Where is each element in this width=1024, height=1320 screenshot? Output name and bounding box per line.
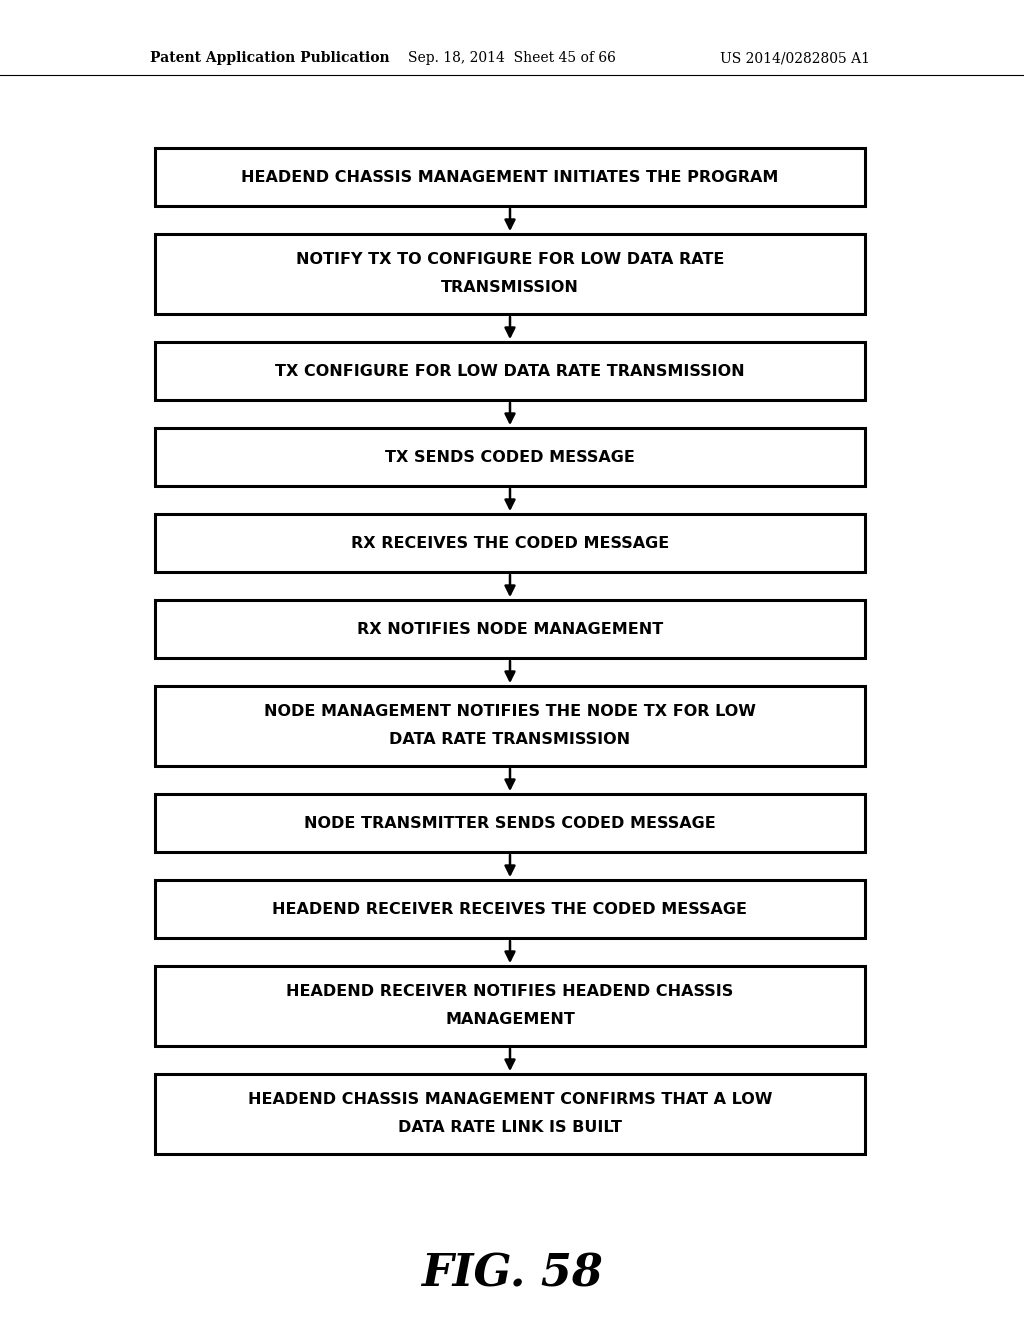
Text: RX NOTIFIES NODE MANAGEMENT: RX NOTIFIES NODE MANAGEMENT: [357, 622, 664, 636]
Bar: [155, 795, 865, 851]
Text: Sep. 18, 2014  Sheet 45 of 66: Sep. 18, 2014 Sheet 45 of 66: [408, 51, 616, 65]
Bar: [155, 966, 865, 1045]
Bar: [155, 686, 865, 766]
Text: HEADEND CHASSIS MANAGEMENT INITIATES THE PROGRAM: HEADEND CHASSIS MANAGEMENT INITIATES THE…: [242, 169, 778, 185]
Text: Patent Application Publication: Patent Application Publication: [150, 51, 389, 65]
Text: HEADEND CHASSIS MANAGEMENT CONFIRMS THAT A LOW: HEADEND CHASSIS MANAGEMENT CONFIRMS THAT…: [248, 1093, 772, 1107]
Text: NODE MANAGEMENT NOTIFIES THE NODE TX FOR LOW: NODE MANAGEMENT NOTIFIES THE NODE TX FOR…: [264, 705, 756, 719]
Text: RX RECEIVES THE CODED MESSAGE: RX RECEIVES THE CODED MESSAGE: [351, 536, 669, 550]
Bar: [155, 513, 865, 572]
Text: TX SENDS CODED MESSAGE: TX SENDS CODED MESSAGE: [385, 450, 635, 465]
Text: NOTIFY TX TO CONFIGURE FOR LOW DATA RATE: NOTIFY TX TO CONFIGURE FOR LOW DATA RATE: [296, 252, 724, 268]
Text: DATA RATE TRANSMISSION: DATA RATE TRANSMISSION: [389, 733, 631, 747]
Bar: [155, 428, 865, 486]
Text: DATA RATE LINK IS BUILT: DATA RATE LINK IS BUILT: [398, 1121, 622, 1135]
Text: NODE TRANSMITTER SENDS CODED MESSAGE: NODE TRANSMITTER SENDS CODED MESSAGE: [304, 816, 716, 830]
Bar: [155, 148, 865, 206]
Text: FIG. 58: FIG. 58: [421, 1253, 603, 1295]
Bar: [155, 880, 865, 939]
Bar: [155, 342, 865, 400]
Text: TRANSMISSION: TRANSMISSION: [441, 281, 579, 296]
Text: TX CONFIGURE FOR LOW DATA RATE TRANSMISSION: TX CONFIGURE FOR LOW DATA RATE TRANSMISS…: [275, 363, 744, 379]
Text: HEADEND RECEIVER RECEIVES THE CODED MESSAGE: HEADEND RECEIVER RECEIVES THE CODED MESS…: [272, 902, 748, 916]
Text: MANAGEMENT: MANAGEMENT: [445, 1012, 574, 1027]
Bar: [155, 601, 865, 657]
Text: US 2014/0282805 A1: US 2014/0282805 A1: [720, 51, 870, 65]
Text: HEADEND RECEIVER NOTIFIES HEADEND CHASSIS: HEADEND RECEIVER NOTIFIES HEADEND CHASSI…: [287, 985, 733, 999]
Bar: [155, 1074, 865, 1154]
Bar: [155, 234, 865, 314]
